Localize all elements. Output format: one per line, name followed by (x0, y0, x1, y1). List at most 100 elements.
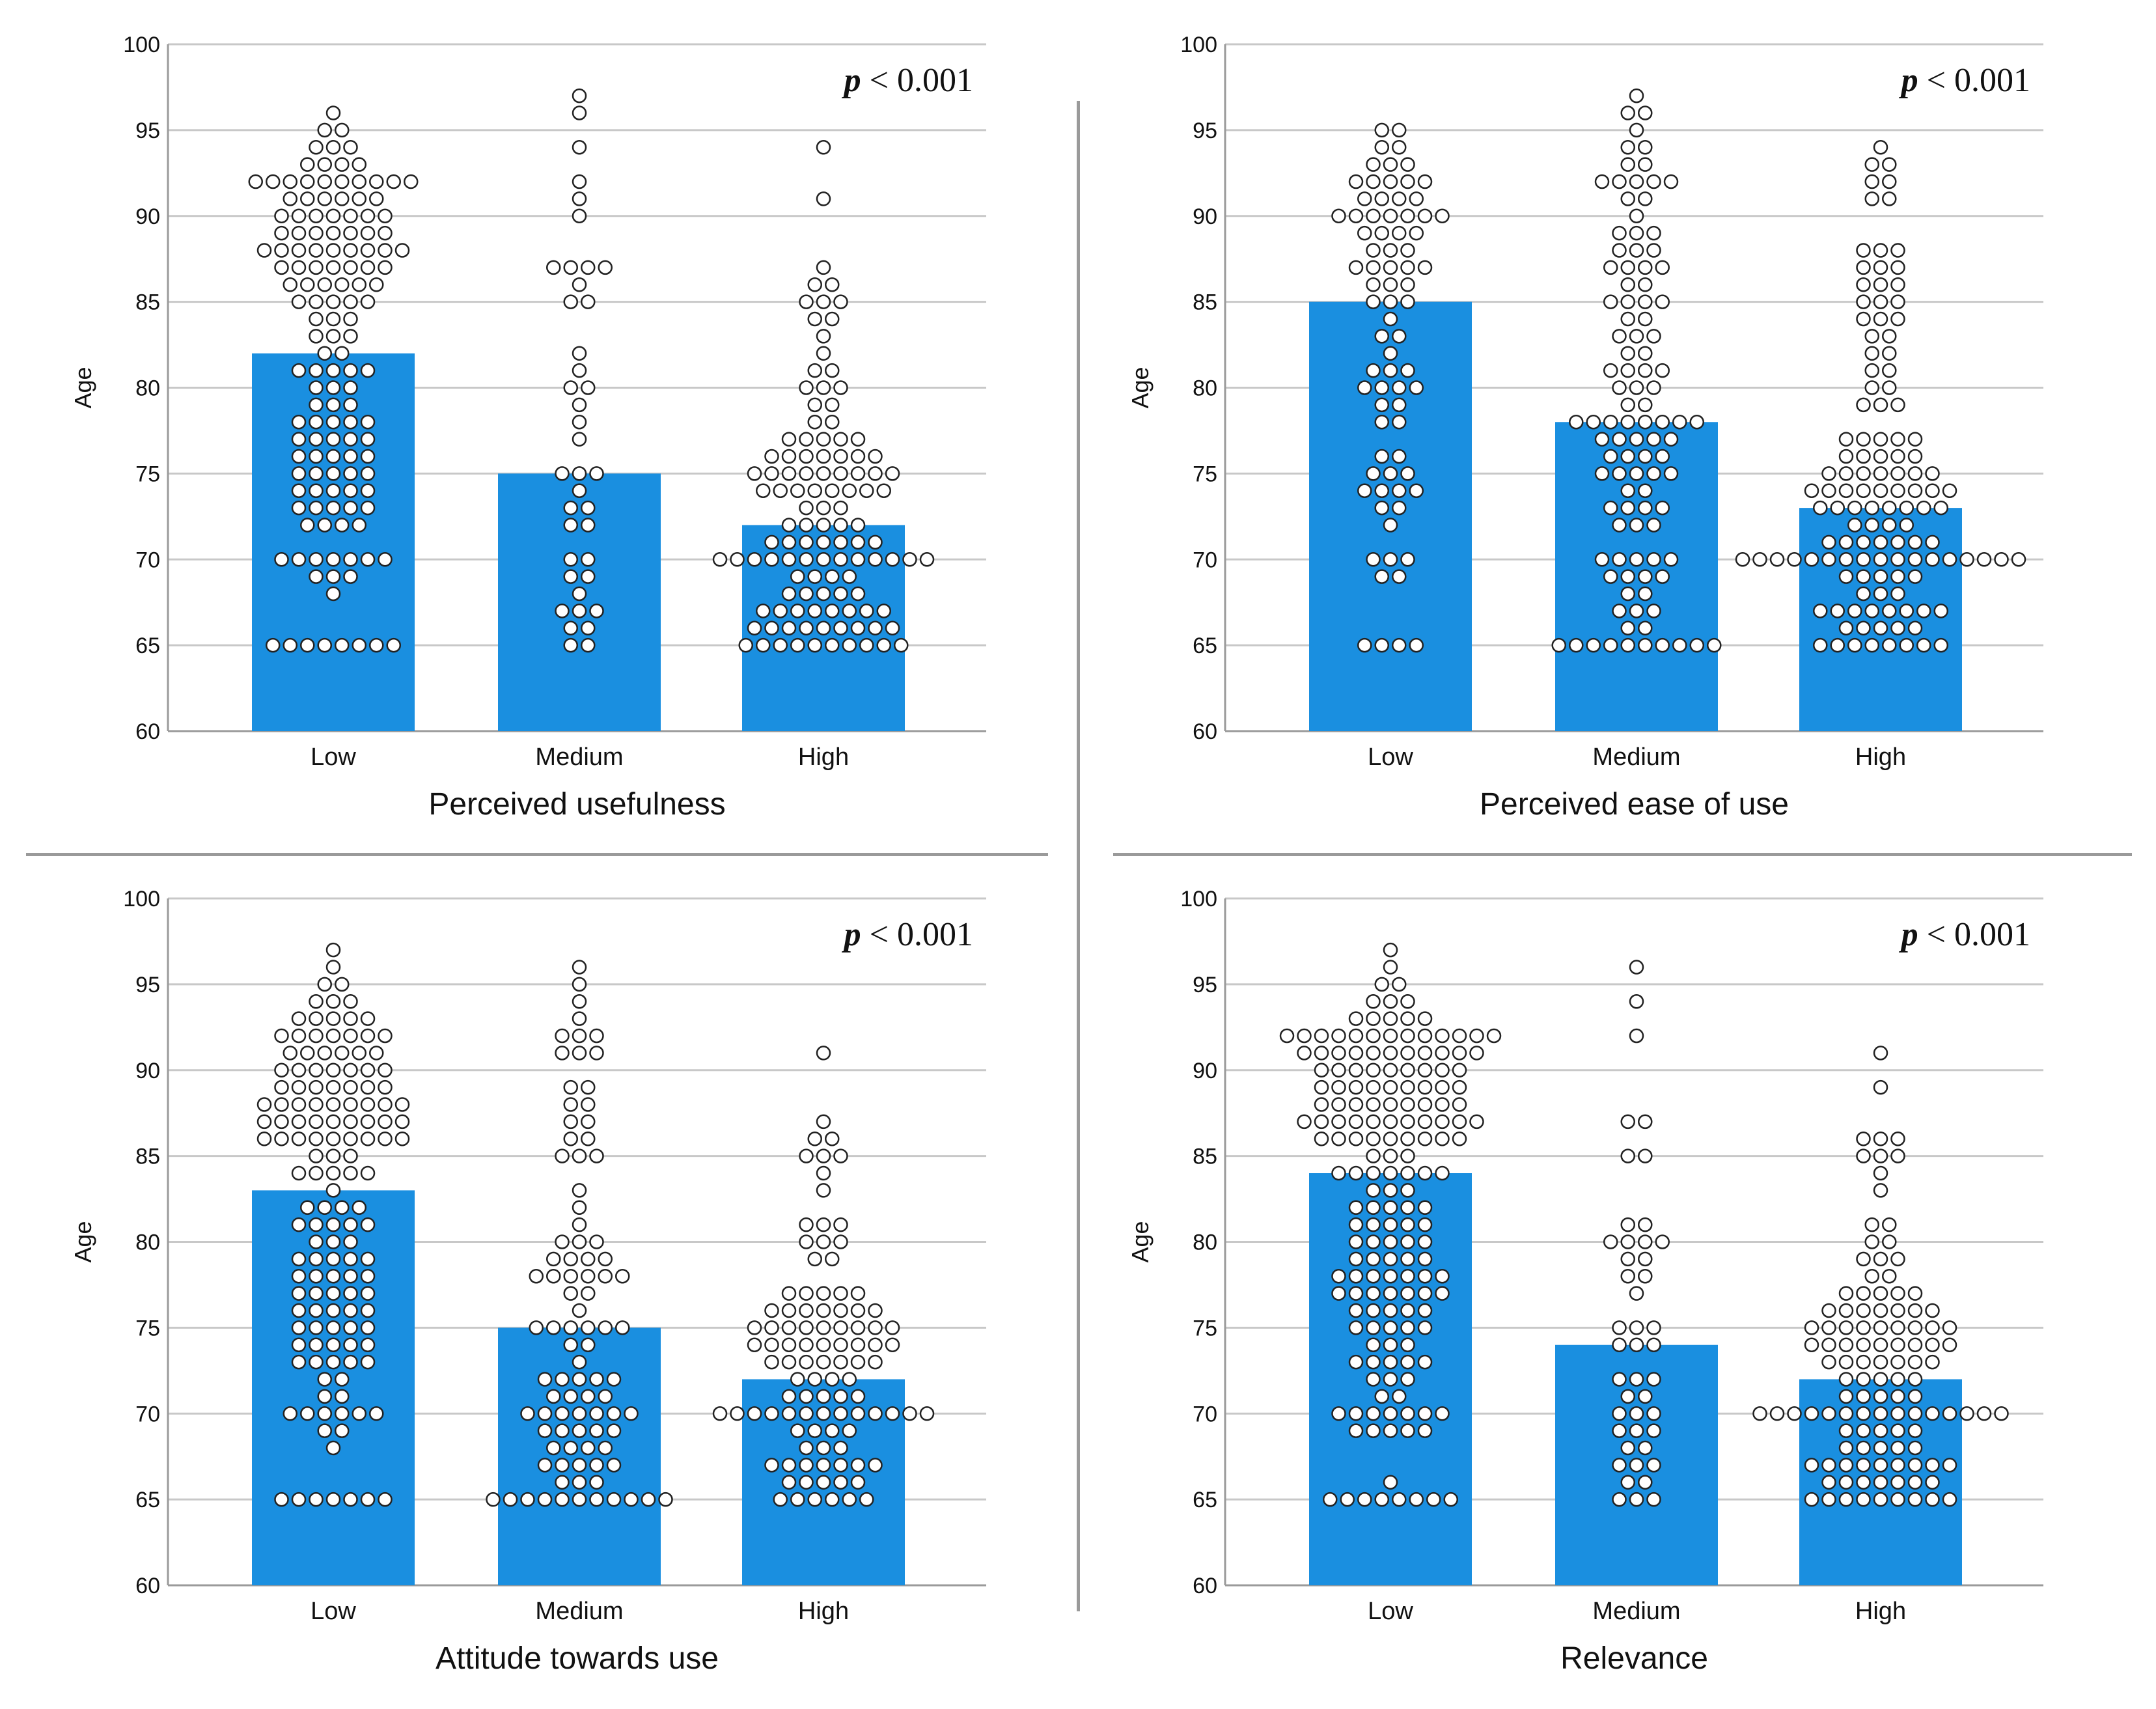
data-point (1551, 637, 1566, 653)
data-point (850, 1303, 866, 1318)
data-point (1646, 1320, 1661, 1335)
data-point (325, 569, 341, 584)
data-point (546, 1269, 561, 1284)
data-point (747, 620, 762, 635)
data-point (606, 1372, 622, 1387)
data-point (360, 415, 376, 430)
data-point (781, 1337, 797, 1352)
data-point (816, 1303, 831, 1318)
data-point (1959, 552, 1974, 567)
data-point (360, 225, 376, 241)
data-point (1383, 1286, 1398, 1301)
data-point (1629, 994, 1644, 1009)
data-point (859, 1492, 874, 1507)
data-point (581, 1097, 596, 1112)
data-point (833, 500, 848, 516)
data-point (825, 1372, 840, 1387)
data-point (1873, 432, 1888, 447)
data-point (1882, 174, 1897, 189)
data-point (1890, 1475, 1905, 1490)
data-point (1383, 1269, 1398, 1284)
p-value-text: < 0.001 (1918, 916, 2030, 953)
data-point (1663, 552, 1679, 567)
data-point (563, 260, 578, 275)
data-point (317, 1389, 332, 1404)
data-point (1603, 363, 1618, 378)
data-point (1838, 1406, 1854, 1421)
data-point (325, 466, 341, 481)
data-point (1400, 1303, 1415, 1318)
data-point (360, 1079, 376, 1095)
data-point (1392, 500, 1407, 516)
data-point (1655, 500, 1670, 516)
data-point (1435, 1286, 1450, 1301)
data-point (1864, 363, 1879, 378)
data-point (360, 1251, 376, 1267)
data-point (1314, 1028, 1329, 1044)
data-point (581, 260, 596, 275)
data-point (1942, 1320, 1957, 1335)
data-point (1890, 1337, 1905, 1352)
data-point (1976, 1406, 1992, 1421)
data-point (1383, 1028, 1398, 1044)
data-point (274, 1114, 289, 1130)
data-point (274, 1492, 289, 1507)
data-point (764, 1337, 779, 1352)
data-point (335, 1046, 350, 1061)
data-point (1383, 1114, 1398, 1130)
data-point (1409, 483, 1424, 498)
data-point (1629, 1406, 1644, 1421)
data-point (1629, 1337, 1644, 1352)
data-point (1612, 466, 1627, 481)
data-point (1890, 1320, 1905, 1335)
data-point (1400, 1148, 1415, 1163)
data-point (1907, 620, 1923, 635)
data-point (572, 1406, 587, 1421)
data-point (1400, 277, 1415, 292)
x-category-label-low: Low (311, 1598, 356, 1625)
data-point (1907, 1475, 1923, 1490)
data-point (1612, 432, 1627, 447)
y-tick-label: 60 (1193, 1574, 1217, 1598)
data-point (1314, 1046, 1329, 1061)
data-point (1409, 637, 1424, 653)
data-point (876, 637, 891, 653)
data-point (1374, 397, 1389, 413)
p-value-annotation: p < 0.001 (1899, 916, 2030, 953)
data-point (799, 1389, 814, 1404)
data-point (1357, 1492, 1372, 1507)
data-point (256, 1132, 272, 1146)
data-point (360, 449, 376, 464)
data-point (833, 449, 848, 464)
y-tick-label: 75 (135, 1316, 160, 1341)
data-point (589, 1423, 604, 1438)
data-point (1400, 157, 1415, 172)
data-point (1925, 1475, 1940, 1490)
data-point (816, 449, 831, 464)
data-point (1435, 1046, 1450, 1061)
data-point (378, 1492, 393, 1507)
data-point (1864, 191, 1879, 206)
data-point (885, 1320, 900, 1335)
data-point (335, 346, 350, 361)
data-point (598, 1251, 613, 1267)
data-point (1821, 1475, 1836, 1490)
data-point (1435, 1406, 1450, 1421)
data-point (572, 604, 587, 618)
data-point (394, 1132, 410, 1146)
data-point (1417, 1165, 1433, 1181)
data-point (343, 1148, 358, 1163)
data-point (1620, 1234, 1635, 1249)
data-point (317, 1200, 332, 1215)
data-point (1873, 1475, 1888, 1490)
data-point (325, 1063, 341, 1077)
data-point (309, 466, 324, 481)
data-point (1620, 569, 1635, 584)
data-point (309, 1011, 324, 1026)
data-point (581, 637, 596, 653)
data-point (335, 1372, 350, 1387)
data-point (343, 552, 358, 567)
data-point (1838, 1440, 1854, 1456)
data-point (1400, 1286, 1415, 1301)
